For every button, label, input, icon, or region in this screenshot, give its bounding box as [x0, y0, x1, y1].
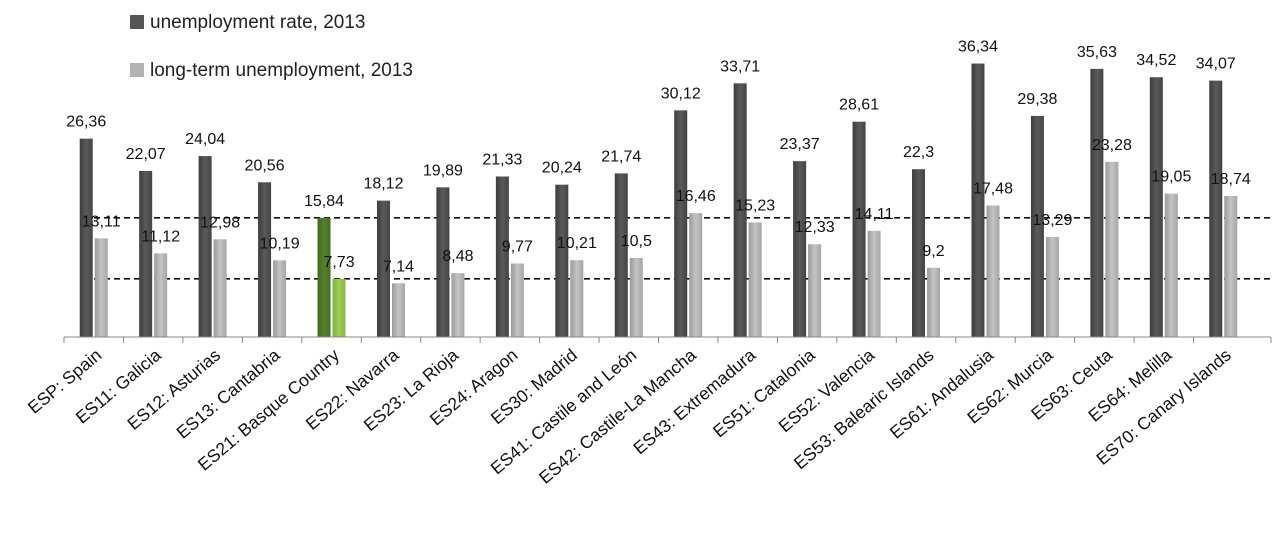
data-labels: 26,36 13,11 22,07 11,12 24,04 12,98 20,56 10,19…	[66, 39, 1251, 276]
bar-unemployment-7	[436, 187, 450, 337]
bar-long-term-15	[927, 267, 941, 337]
bar-unemployment-12	[733, 83, 747, 338]
bar-long-term-13	[808, 244, 822, 337]
data-label-unemployment-20: 34,07	[1196, 56, 1236, 73]
data-label-long-term-6: 7,14	[383, 258, 414, 275]
data-label-long-term-4: 10,19	[260, 235, 300, 252]
legend: unemployment rate, 2013 long-term unempl…	[130, 12, 413, 94]
data-label-long-term-9: 10,21	[557, 235, 597, 252]
bar-long-term-16	[986, 205, 1000, 337]
bar-unemployment-10	[614, 173, 628, 337]
bar-long-term-18	[1105, 161, 1119, 337]
bar-unemployment-3	[198, 156, 212, 337]
bar-long-term-11	[689, 213, 703, 337]
bar-long-term-2	[154, 253, 168, 337]
data-label-long-term-15: 9,2	[922, 243, 944, 260]
data-label-unemployment-15: 22,3	[903, 144, 934, 161]
data-label-long-term-1: 13,11	[82, 213, 121, 230]
bar-unemployment-20	[1209, 80, 1223, 337]
data-label-long-term-20: 18,74	[1211, 171, 1251, 188]
data-label-unemployment-6: 18,12	[363, 176, 403, 193]
legend-label-long-term: long-term unemployment, 2013	[150, 60, 413, 81]
bars	[79, 63, 1238, 338]
data-label-unemployment-3: 24,04	[185, 131, 225, 148]
bar-unemployment-15	[912, 169, 926, 337]
bar-unemployment-8	[495, 176, 509, 337]
data-label-unemployment-16: 36,34	[958, 39, 998, 56]
bar-unemployment-5	[317, 217, 331, 337]
data-label-long-term-18: 23,28	[1092, 137, 1132, 154]
legend-swatch-long-term	[130, 63, 144, 77]
bar-long-term-1	[94, 238, 108, 337]
data-label-long-term-14: 14,11	[855, 206, 894, 223]
data-label-unemployment-4: 20,56	[245, 157, 285, 174]
data-label-unemployment-8: 21,33	[482, 151, 522, 168]
data-label-unemployment-13: 23,37	[780, 136, 820, 153]
data-label-unemployment-14: 28,61	[839, 97, 879, 114]
legend-swatch-unemployment	[130, 15, 144, 29]
bar-unemployment-18	[1090, 68, 1104, 337]
bar-unemployment-19	[1149, 77, 1163, 337]
data-label-long-term-17: 13,29	[1032, 212, 1072, 229]
bar-unemployment-13	[793, 161, 807, 337]
data-label-unemployment-1: 26,36	[66, 114, 106, 131]
data-label-long-term-10: 10,5	[621, 233, 652, 250]
data-label-long-term-3: 12,98	[200, 214, 240, 231]
data-label-long-term-11: 16,46	[676, 188, 716, 205]
data-label-unemployment-9: 20,24	[542, 160, 582, 177]
data-label-unemployment-7: 19,89	[423, 162, 463, 179]
data-label-unemployment-12: 33,71	[720, 58, 760, 75]
bar-long-term-20	[1224, 195, 1238, 337]
bar-unemployment-9	[555, 184, 569, 337]
data-label-unemployment-19: 34,52	[1136, 52, 1176, 69]
bar-unemployment-1	[79, 138, 93, 337]
data-label-long-term-19: 19,05	[1151, 169, 1191, 186]
x-tick-label: ES13: Cantabria	[172, 345, 283, 443]
bar-unemployment-6	[376, 200, 390, 337]
bar-long-term-7	[451, 273, 465, 337]
data-label-long-term-13: 12,33	[795, 219, 835, 236]
bar-unemployment-14	[852, 121, 866, 337]
bar-long-term-12	[748, 222, 762, 337]
data-label-long-term-2: 11,12	[141, 228, 180, 245]
x-tick-label: ES61: Andalusia	[886, 345, 997, 443]
bar-long-term-9	[570, 260, 584, 337]
legend-item-unemployment: unemployment rate, 2013	[130, 12, 413, 46]
bar-long-term-17	[1045, 236, 1059, 337]
bar-long-term-5	[332, 278, 346, 337]
data-label-unemployment-17: 29,38	[1017, 91, 1057, 108]
bar-unemployment-11	[674, 110, 688, 337]
legend-label-unemployment: unemployment rate, 2013	[150, 12, 366, 33]
bar-long-term-10	[629, 257, 643, 337]
bar-long-term-19	[1164, 193, 1178, 337]
data-label-long-term-16: 17,48	[973, 180, 1013, 197]
bar-long-term-14	[867, 230, 881, 337]
bar-unemployment-17	[1030, 115, 1044, 337]
data-label-long-term-12: 15,23	[735, 197, 775, 214]
bar-long-term-3	[213, 239, 227, 337]
bar-unemployment-4	[258, 182, 272, 337]
data-label-long-term-5: 7,73	[323, 254, 354, 271]
bar-long-term-8	[510, 263, 524, 337]
data-label-long-term-7: 8,48	[442, 248, 473, 265]
bar-long-term-6	[391, 283, 405, 337]
data-label-unemployment-5: 15,84	[304, 193, 344, 210]
data-label-unemployment-11: 30,12	[661, 85, 701, 102]
data-label-long-term-8: 9,77	[502, 238, 533, 255]
data-label-unemployment-18: 35,63	[1077, 44, 1117, 61]
data-label-unemployment-10: 21,74	[601, 148, 641, 165]
legend-item-long-term: long-term unemployment, 2013	[130, 60, 413, 94]
bar-unemployment-16	[971, 63, 985, 337]
bar-unemployment-2	[139, 170, 153, 337]
x-tick-label: ES51: Catalonia	[709, 345, 819, 442]
bar-long-term-4	[273, 260, 287, 337]
data-label-unemployment-2: 22,07	[126, 146, 166, 163]
